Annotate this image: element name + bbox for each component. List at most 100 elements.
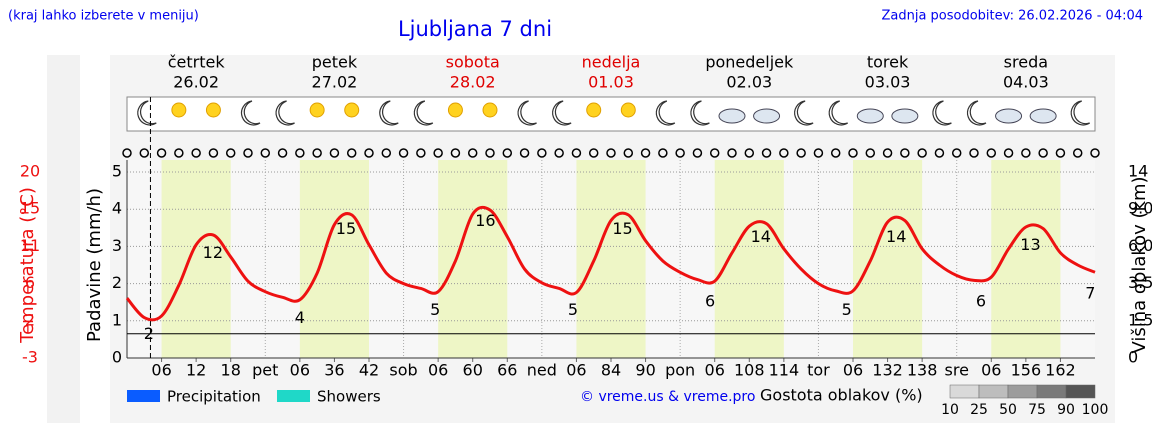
temp-label: 13 [1020, 235, 1040, 254]
x-tick-label: sre [945, 361, 969, 380]
wind-calm [1003, 148, 1014, 158]
wind-calm [225, 148, 236, 158]
daylight-band [299, 160, 369, 358]
wind-calm [813, 148, 824, 158]
wind-calm [796, 148, 806, 158]
wind-calm [398, 148, 409, 158]
wind-calm [260, 148, 271, 158]
temp-label: 4 [295, 308, 305, 327]
cloud-height-label: 14 [1128, 162, 1148, 181]
x-tick-label: 06 [151, 361, 171, 380]
wind-calm [709, 148, 720, 158]
wind-calm [329, 148, 340, 158]
wind-calm [554, 148, 564, 158]
temp-label: 5 [430, 300, 440, 319]
temp-tick-label: -3 [22, 348, 38, 367]
density-level: 10 [941, 402, 959, 418]
moon-icon [275, 100, 295, 126]
moon-icon [137, 100, 157, 126]
cloud-height-label: 9.0 [1128, 199, 1152, 218]
wind-calm [848, 148, 858, 158]
temp-label: 5 [842, 300, 852, 319]
moon-icon [828, 100, 849, 126]
sun-icon [344, 102, 360, 118]
cloud-icon [1029, 108, 1057, 124]
cloud-icon [995, 108, 1023, 124]
x-tick-label: pet [252, 361, 278, 380]
wind-calm [744, 148, 755, 158]
x-tick-label: 06 [705, 361, 725, 380]
temp-tick-label: 20 [20, 162, 40, 181]
wind-calm [761, 148, 772, 158]
wind-calm [658, 148, 668, 158]
wind-calm [174, 148, 184, 158]
sun-icon [482, 102, 498, 118]
moon-icon [794, 100, 814, 126]
wind-calm [450, 148, 461, 158]
temp-label: 14 [751, 227, 771, 246]
day-name: nedelja [582, 53, 641, 72]
cloud-height-label: 1.5 [1128, 310, 1152, 329]
legend-label: Precipitation [167, 388, 261, 406]
sun-icon [171, 102, 187, 118]
wind-calm [295, 148, 305, 158]
cloud-density-title: Gostota oblakov (%) [760, 386, 923, 405]
wind-calm [640, 148, 651, 158]
temp-label: 6 [705, 292, 715, 311]
wind-calm [502, 148, 513, 158]
subtitle: (kraj lahko izberete v meniju) [8, 9, 199, 24]
wind-calm [1021, 148, 1031, 158]
x-tick-label: 162 [1045, 361, 1076, 380]
day-date: 27.02 [312, 73, 358, 92]
daylight-band [714, 160, 784, 358]
temp-label: 12 [203, 243, 223, 262]
x-tick-label: 114 [769, 361, 800, 380]
cloud-height-label: 6.0 [1128, 236, 1152, 255]
left-strip [47, 55, 80, 423]
x-tick-label: pon [665, 361, 695, 380]
wind-calm [346, 148, 357, 158]
daylight-band [576, 160, 646, 358]
precip-tick-label: 0 [112, 348, 122, 367]
wind-calm [779, 148, 789, 158]
density-swatch [978, 384, 1009, 399]
wind-calm [951, 148, 962, 158]
day-name: torek [867, 53, 909, 72]
temp-label: 15 [336, 219, 356, 238]
wind-calm [277, 148, 288, 158]
temp-tick-label: 2 [25, 310, 35, 329]
precip-tick-label: 1 [112, 310, 122, 329]
moon-icon [690, 100, 710, 126]
temp-label: 7 [1085, 284, 1095, 303]
wind-calm [208, 148, 219, 158]
wind-calm [865, 148, 876, 158]
x-tick-label: 156 [1011, 361, 1042, 380]
density-level: 25 [970, 402, 988, 418]
cloud-height-label: 0 [1128, 348, 1138, 367]
wind-calm [917, 148, 927, 158]
day-name: sreda [1004, 53, 1048, 72]
moon-icon [552, 100, 572, 126]
x-tick-label: 84 [601, 361, 621, 380]
wind-calm [830, 148, 841, 158]
moon-icon [413, 100, 434, 126]
x-tick-label: 06 [566, 361, 586, 380]
density-level: 100 [1082, 402, 1109, 418]
x-tick-label: 06 [428, 361, 448, 380]
day-date: 02.03 [726, 73, 772, 92]
sun-icon [447, 102, 463, 118]
wind-calm [934, 148, 945, 158]
cloud-icon [856, 108, 884, 124]
moon-icon [1070, 100, 1091, 126]
x-tick-label: ned [527, 361, 557, 380]
moon-icon [966, 100, 987, 126]
moon-icon [932, 100, 952, 126]
temp-label: 14 [886, 227, 906, 246]
cloud-axis-title: Višina oblakov (km) [1129, 176, 1150, 353]
wind-calm [692, 148, 703, 158]
credit[interactable]: © vreme.us & vreme.pro [580, 389, 755, 405]
temp-tick-label: 6 [25, 273, 35, 292]
x-tick-label: 42 [359, 361, 379, 380]
temperature-line [125, 205, 1096, 322]
x-tick-label: 36 [324, 361, 344, 380]
